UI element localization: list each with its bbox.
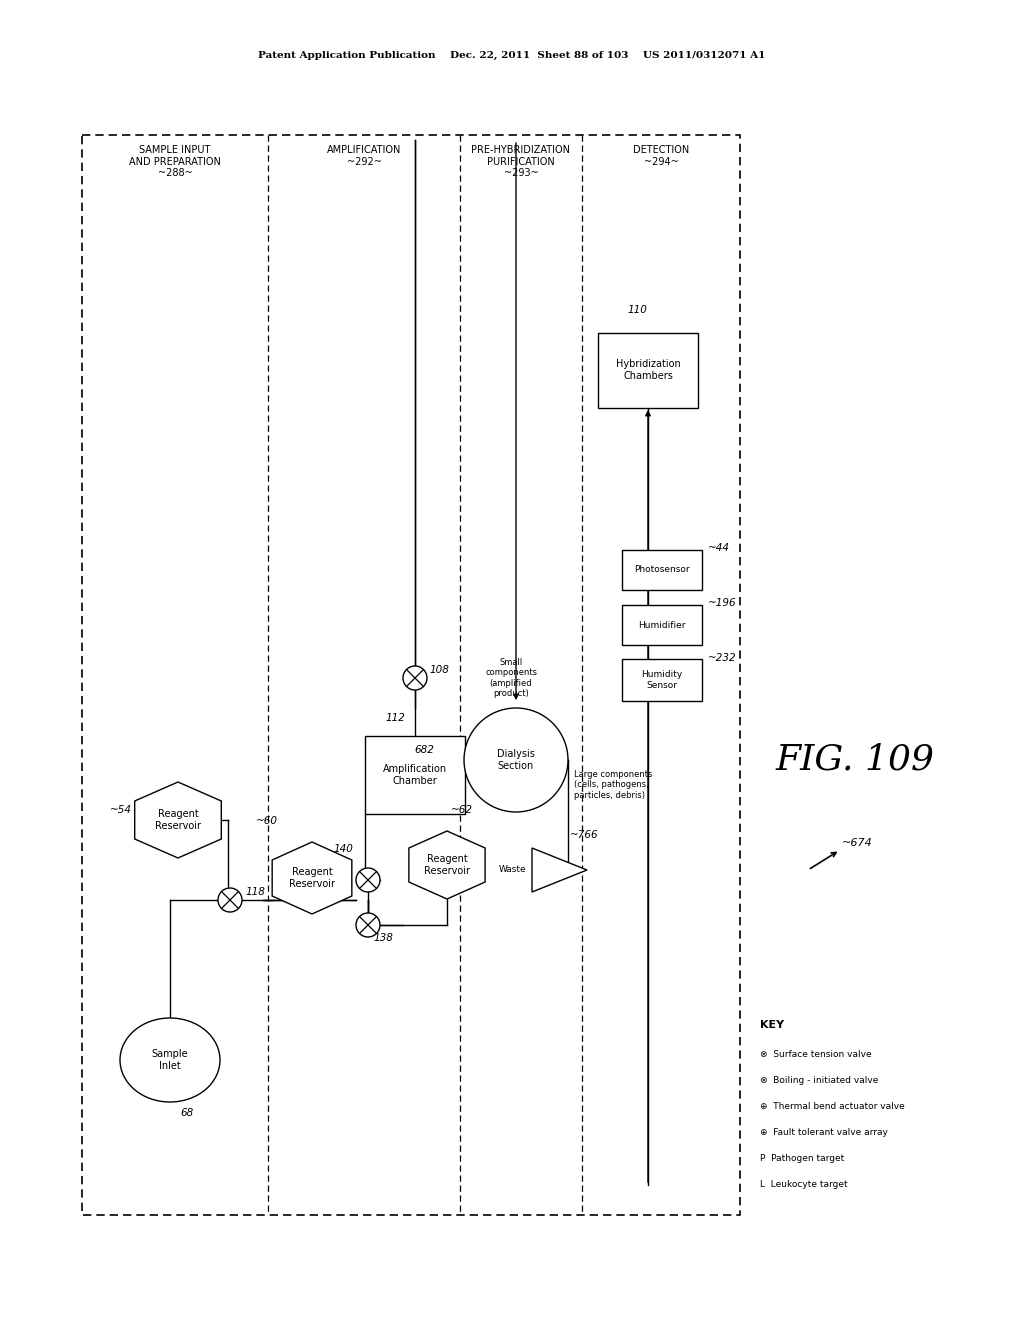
Text: Large components
(cells, pathogens,
particles, debris): Large components (cells, pathogens, part… — [574, 770, 652, 800]
Text: 118: 118 — [245, 887, 265, 898]
Text: ~674: ~674 — [842, 838, 872, 847]
Text: KEY: KEY — [760, 1020, 784, 1030]
Text: ~60: ~60 — [256, 816, 278, 826]
Text: ⊕  Thermal bend actuator valve: ⊕ Thermal bend actuator valve — [760, 1102, 905, 1111]
Text: ~54: ~54 — [110, 805, 132, 814]
Text: Reagent
Reservoir: Reagent Reservoir — [424, 854, 470, 875]
Text: ⊗  Surface tension valve: ⊗ Surface tension valve — [760, 1049, 871, 1059]
Text: ~232: ~232 — [708, 653, 736, 663]
Text: ⊗  Boiling - initiated valve: ⊗ Boiling - initiated valve — [760, 1076, 879, 1085]
Text: SAMPLE INPUT
AND PREPARATION
~288~: SAMPLE INPUT AND PREPARATION ~288~ — [129, 145, 221, 178]
Text: Small
components
(amplified
product): Small components (amplified product) — [485, 657, 537, 698]
Text: Amplification
Chamber: Amplification Chamber — [383, 764, 447, 785]
Text: 140: 140 — [333, 843, 353, 854]
Text: Humidity
Sensor: Humidity Sensor — [641, 671, 683, 689]
Polygon shape — [532, 847, 587, 892]
FancyBboxPatch shape — [82, 135, 740, 1214]
FancyBboxPatch shape — [622, 605, 702, 645]
Text: ~62: ~62 — [451, 805, 473, 814]
FancyBboxPatch shape — [598, 333, 698, 408]
Ellipse shape — [464, 708, 568, 812]
Text: Reagent
Reservoir: Reagent Reservoir — [289, 867, 335, 888]
Text: Reagent
Reservoir: Reagent Reservoir — [155, 809, 201, 830]
Text: 108: 108 — [430, 665, 450, 675]
Text: ~44: ~44 — [708, 543, 730, 553]
Text: 682: 682 — [414, 744, 434, 755]
Text: DETECTION
~294~: DETECTION ~294~ — [633, 145, 689, 166]
Text: Humidifier: Humidifier — [638, 620, 686, 630]
Text: Photosensor: Photosensor — [634, 565, 690, 574]
FancyBboxPatch shape — [622, 659, 702, 701]
Circle shape — [356, 869, 380, 892]
Polygon shape — [135, 781, 221, 858]
Circle shape — [356, 913, 380, 937]
Polygon shape — [272, 842, 352, 913]
Polygon shape — [409, 832, 485, 899]
Text: PRE-HYBRIDIZATION
PURIFICATION
~293~: PRE-HYBRIDIZATION PURIFICATION ~293~ — [471, 145, 570, 178]
Text: 110: 110 — [628, 305, 648, 315]
Text: Sample
Inlet: Sample Inlet — [152, 1049, 188, 1071]
Text: 68: 68 — [180, 1107, 194, 1118]
Text: L  Leukocyte target: L Leukocyte target — [760, 1180, 848, 1189]
Text: ~766: ~766 — [570, 830, 599, 840]
Text: Patent Application Publication    Dec. 22, 2011  Sheet 88 of 103    US 2011/0312: Patent Application Publication Dec. 22, … — [258, 50, 766, 59]
Circle shape — [218, 888, 242, 912]
Text: FIG. 109: FIG. 109 — [775, 743, 935, 777]
Text: AMPLIFICATION
~292~: AMPLIFICATION ~292~ — [327, 145, 401, 166]
Text: Hybridization
Chambers: Hybridization Chambers — [615, 359, 680, 380]
Text: Dialysis
Section: Dialysis Section — [497, 750, 535, 771]
Text: 138: 138 — [373, 933, 393, 942]
FancyBboxPatch shape — [365, 737, 465, 814]
Text: 112: 112 — [385, 713, 404, 723]
Ellipse shape — [120, 1018, 220, 1102]
Text: P  Pathogen target: P Pathogen target — [760, 1154, 844, 1163]
Text: ~196: ~196 — [708, 598, 736, 609]
Text: ⊕  Fault tolerant valve array: ⊕ Fault tolerant valve array — [760, 1129, 888, 1137]
Text: Waste: Waste — [499, 866, 526, 874]
Circle shape — [403, 667, 427, 690]
FancyBboxPatch shape — [622, 550, 702, 590]
